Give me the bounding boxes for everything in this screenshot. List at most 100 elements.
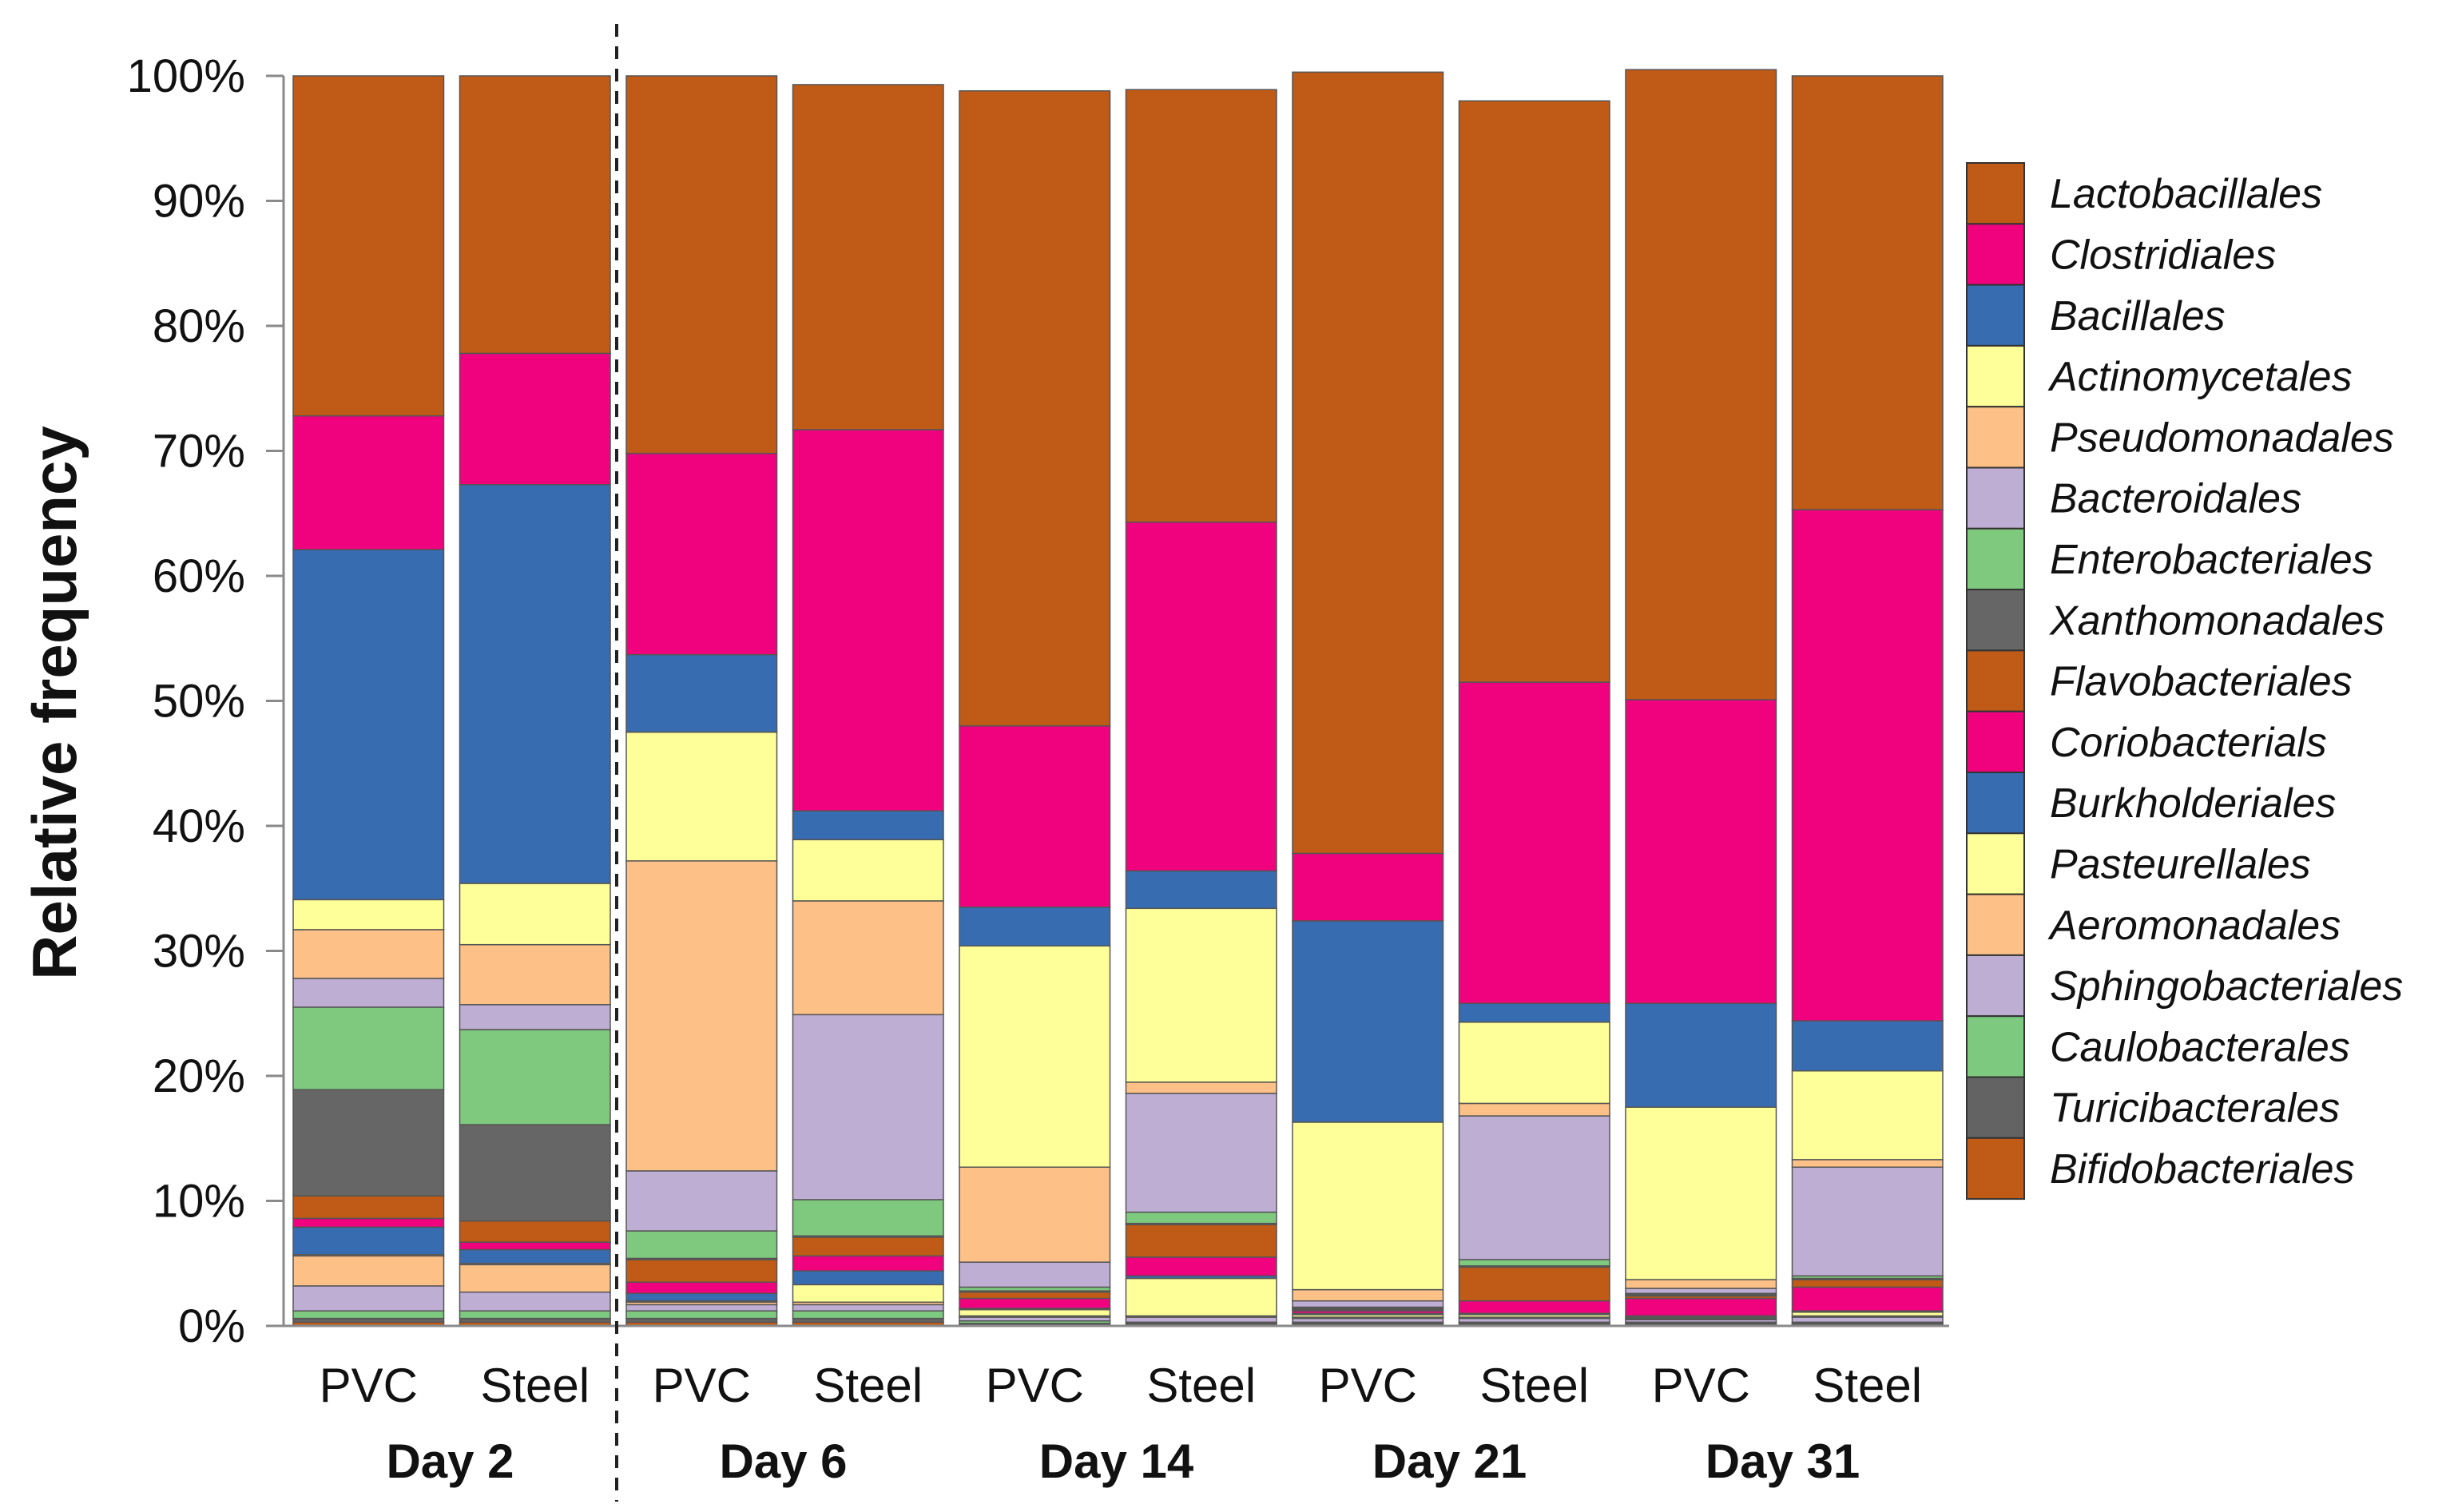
legend-swatch xyxy=(1966,893,2025,956)
bar-segment xyxy=(959,1291,1111,1300)
legend-swatch xyxy=(1966,954,2025,1018)
y-tick-label: 80% xyxy=(153,300,245,352)
bar-segment xyxy=(459,883,611,946)
bar-segment xyxy=(1458,681,1610,1004)
bar-segment xyxy=(625,1230,778,1260)
bar-segment xyxy=(1125,1093,1277,1213)
legend-label: Clostridiales xyxy=(2050,232,2276,278)
bar-segment xyxy=(959,906,1111,946)
x-tick-label: Steel xyxy=(1146,1359,1256,1412)
bar-segment xyxy=(959,1297,1111,1309)
bar-segment xyxy=(1125,521,1277,872)
bar-segment xyxy=(459,1248,611,1264)
bar-segment xyxy=(459,1241,611,1251)
y-tick-label: 30% xyxy=(153,926,245,978)
bar-segment xyxy=(959,725,1111,908)
group-label: Day 6 xyxy=(719,1435,847,1488)
bar-segment xyxy=(1791,1159,1944,1168)
bar-segment xyxy=(792,810,944,840)
bar-segment xyxy=(1625,1297,1777,1317)
bar-segment xyxy=(1625,1288,1777,1295)
bar-segment xyxy=(459,484,611,884)
y-tick-label: 20% xyxy=(153,1050,245,1102)
bar-segment xyxy=(1125,1316,1277,1323)
bar-segment xyxy=(792,839,944,902)
bar-segment xyxy=(1458,1266,1610,1302)
legend-swatch xyxy=(1966,527,2025,591)
x-axis: PVC Steel PVC Steel PVC Steel PVC Steel PVC Steel… xyxy=(284,24,1949,1502)
group-label: Day 14 xyxy=(1039,1435,1194,1488)
group-label: Day 21 xyxy=(1372,1435,1527,1488)
legend-swatch xyxy=(1966,1076,2025,1139)
bar-segment xyxy=(1791,1279,1944,1288)
y-axis: 0% 10% 20% 30% 40% 50% 60% 70% 80% 90% 100% xyxy=(127,50,285,1352)
y-tick-label: 90% xyxy=(153,176,245,228)
legend-label: Enterobacteriales xyxy=(2050,537,2373,583)
bar-segment xyxy=(1125,89,1277,523)
legend-label: Bifidobacteriales xyxy=(2050,1146,2355,1193)
legend-swatch xyxy=(1966,284,2025,347)
bar-segment xyxy=(1125,1256,1277,1277)
bar-segment xyxy=(1125,1081,1277,1094)
bar-segment xyxy=(1292,1300,1444,1308)
legend-swatch xyxy=(1966,344,2025,408)
y-tick-label: 100% xyxy=(127,50,245,102)
group-label: Day 31 xyxy=(1706,1435,1860,1488)
legend-swatch xyxy=(1966,406,2025,469)
legend-swatch xyxy=(1966,772,2025,835)
bar-segment xyxy=(1458,1102,1610,1117)
bar-segment xyxy=(459,943,611,1006)
bar-segment xyxy=(792,1304,944,1312)
bar-segment xyxy=(1292,71,1444,855)
bar-segment xyxy=(1625,69,1777,700)
y-tick-label: 10% xyxy=(153,1176,245,1228)
legend-label: Bacteroidales xyxy=(2050,476,2301,522)
bar-segment xyxy=(1791,75,1944,510)
bar-segment xyxy=(625,75,778,454)
bar-segment xyxy=(1625,699,1777,1004)
bar-segment xyxy=(625,653,778,733)
x-tick-label: PVC xyxy=(320,1359,418,1412)
bar-segment xyxy=(1125,870,1277,910)
y-axis-title: Relative frequency xyxy=(19,426,89,980)
bar-segment xyxy=(1625,1002,1777,1108)
bar-segment xyxy=(625,1310,778,1320)
x-tick-label: PVC xyxy=(653,1359,751,1412)
bar-segment xyxy=(292,1310,445,1320)
bar-segment xyxy=(292,75,445,417)
bar-segment xyxy=(459,352,611,486)
y-tick-label: 0% xyxy=(178,1300,245,1352)
bar-segment xyxy=(959,945,1111,1168)
y-tick-label: 50% xyxy=(153,676,245,728)
y-tick-label: 70% xyxy=(153,426,245,478)
bar-segment xyxy=(792,1199,944,1237)
legend-label: Aeromonadales xyxy=(2047,903,2341,949)
legend-label: Xanthomonadales xyxy=(2049,597,2385,644)
bar-segment xyxy=(459,1029,611,1125)
bar-segment xyxy=(292,1089,445,1197)
legend-label: Turicibacterales xyxy=(2050,1085,2340,1132)
bar-segment xyxy=(459,75,611,355)
x-tick-label: PVC xyxy=(1319,1359,1417,1412)
bar-segment xyxy=(1458,1115,1610,1260)
bar-segment xyxy=(1292,852,1444,922)
y-tick-label: 60% xyxy=(153,550,245,602)
legend-label: Sphingobacteriales xyxy=(2050,963,2403,1010)
bars xyxy=(292,69,1944,1327)
legend-label: Caulobacterales xyxy=(2050,1024,2350,1070)
bar-segment xyxy=(292,978,445,1008)
bar-segment xyxy=(1292,920,1444,1123)
bar-segment xyxy=(792,900,944,1016)
bar-segment xyxy=(1625,1106,1777,1280)
bar-segment xyxy=(1791,1286,1944,1312)
legend-swatch xyxy=(1966,223,2025,286)
legend-label: Bacillales xyxy=(2050,293,2226,339)
bar-segment xyxy=(792,429,944,812)
bar-segment xyxy=(1791,1166,1944,1277)
x-tick-label: PVC xyxy=(986,1359,1084,1412)
bar-segment xyxy=(1791,1070,1944,1161)
legend-label: Coriobacterials xyxy=(2050,720,2327,766)
legend-swatch xyxy=(1966,589,2025,652)
bar-segment xyxy=(292,1226,445,1256)
bar-segment xyxy=(459,1220,611,1243)
